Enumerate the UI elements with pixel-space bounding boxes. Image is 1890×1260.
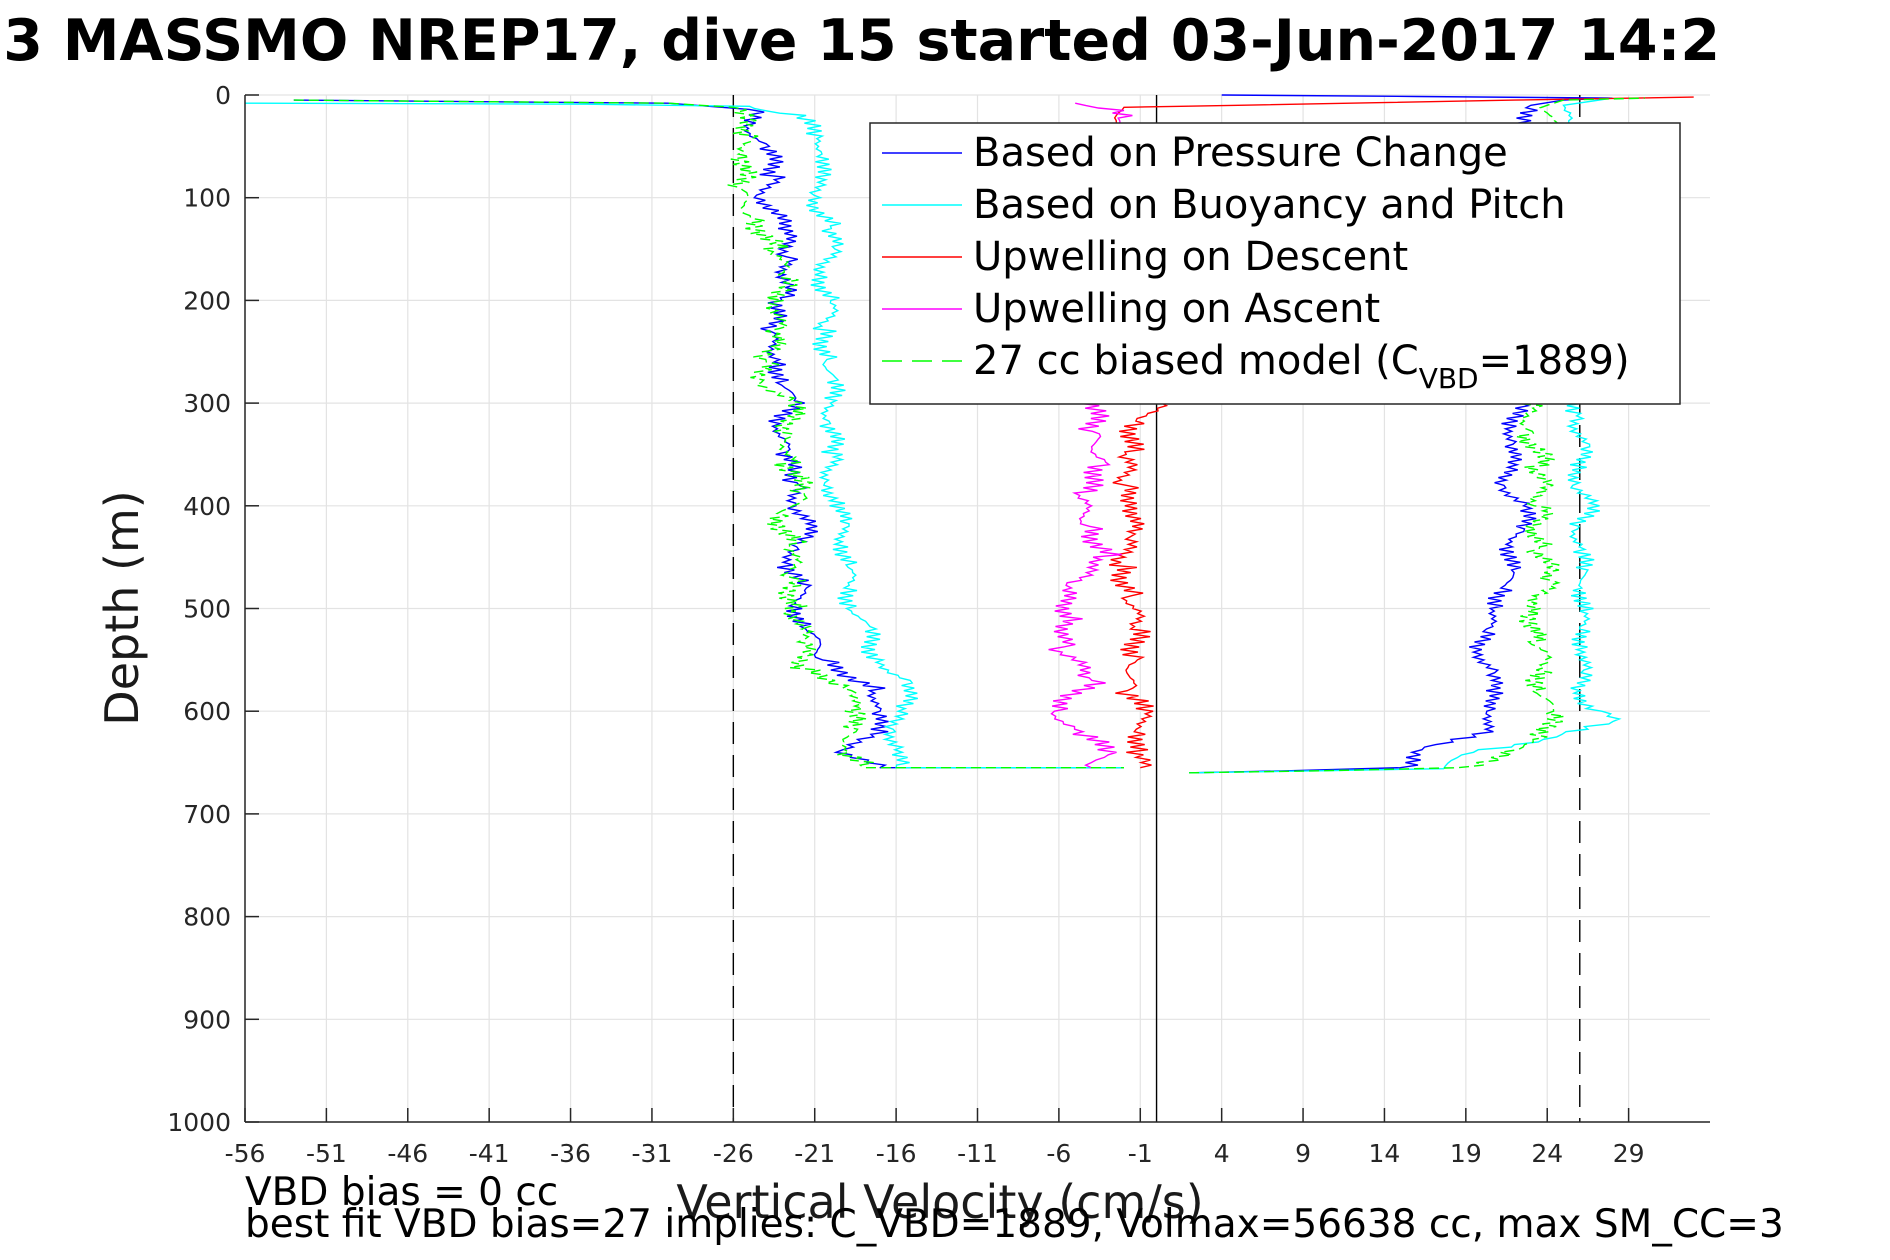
x-tick-label: -6 [1046, 1139, 1071, 1168]
y-tick-label: 700 [183, 800, 231, 829]
y-tick-label: 200 [183, 286, 231, 315]
x-tick-label: 29 [1613, 1139, 1645, 1168]
y-tick-label: 300 [183, 389, 231, 418]
x-tick-label: -36 [550, 1139, 591, 1168]
series-line [293, 99, 1124, 769]
legend: Based on Pressure Change Based on Buoyanc… [869, 122, 1681, 405]
x-tick-label: -26 [713, 1139, 754, 1168]
chart-title: 613 MASSMO NREP17, dive 15 started 03-Ju… [0, 8, 1720, 74]
x-tick-label: 19 [1450, 1139, 1482, 1168]
y-tick-label: 1000 [167, 1108, 231, 1137]
legend-label: 27 cc biased model (CVBD=1889) [973, 338, 1630, 395]
y-tick-label: 600 [183, 697, 231, 726]
y-tick-label: 900 [183, 1005, 231, 1034]
legend-box [869, 122, 1681, 405]
axes: -56 -51 -46 -41 -36 -31 -26 -21 -16 -11 -6 -1 4 9 14 19… [167, 81, 1710, 1168]
x-tick-label: -51 [306, 1139, 347, 1168]
vbd-bias-note: VBD bias = 0 cc [245, 1170, 559, 1215]
x-tick-label: -1 [1128, 1139, 1153, 1168]
y-tick-label: 0 [215, 81, 231, 110]
y-tick-label: 400 [183, 492, 231, 521]
x-tick-label: -56 [225, 1139, 266, 1168]
x-tick-label: 9 [1295, 1139, 1311, 1168]
legend-label: Based on Pressure Change [973, 130, 1508, 176]
x-axis-label: Vertical Velocity (cm/s) [676, 1175, 1203, 1229]
x-tick-label: 14 [1369, 1139, 1401, 1168]
legend-label: Upwelling on Descent [973, 234, 1408, 280]
y-tick-label: 500 [183, 595, 231, 624]
series-line [293, 99, 1124, 769]
x-tick-label: -16 [876, 1139, 917, 1168]
y-axis-label: Depth (m) [95, 490, 149, 725]
x-tick-label: -41 [469, 1139, 510, 1168]
x-tick-label: -31 [632, 1139, 673, 1168]
legend-label: Based on Buoyancy and Pitch [973, 182, 1566, 228]
best-fit-note: best fit VBD bias=27 implies: C_VBD=1889… [245, 1202, 1784, 1247]
x-tick-label: -11 [957, 1139, 998, 1168]
legend-label: Upwelling on Ascent [973, 286, 1380, 332]
y-tick-label: 100 [183, 184, 231, 213]
x-tick-label: -21 [794, 1139, 835, 1168]
y-tick-label: 800 [183, 903, 231, 932]
series-line [244, 102, 1124, 769]
x-tick-label: 4 [1214, 1139, 1230, 1168]
x-tick-label: 24 [1531, 1139, 1563, 1168]
x-tick-label: -46 [387, 1139, 428, 1168]
